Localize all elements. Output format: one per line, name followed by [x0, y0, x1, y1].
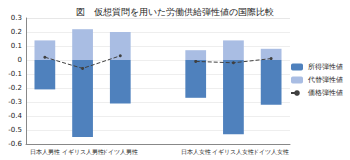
- svg-text:0.3: 0.3: [11, 14, 22, 22]
- svg-text:日本人男性: 日本人男性: [30, 148, 60, 155]
- svg-text:ドイツ人男性: ドイツ人男性: [102, 148, 138, 155]
- svg-text:イギリス人女性: イギリス人女性: [212, 148, 254, 155]
- svg-text:-0.6: -0.6: [8, 140, 22, 148]
- svg-text:所得弾性値: 所得弾性値: [308, 63, 343, 71]
- svg-text:0.2: 0.2: [11, 28, 22, 36]
- svg-text:-0.3: -0.3: [8, 98, 22, 106]
- svg-text:-0.4: -0.4: [8, 112, 22, 120]
- svg-text:価格弾性値: 価格弾性値: [308, 89, 343, 97]
- svg-text:-0.1: -0.1: [8, 70, 22, 78]
- svg-text:ドイツ人女性: ドイツ人女性: [253, 148, 289, 155]
- svg-text:0.1: 0.1: [11, 42, 22, 50]
- svg-text:-0.5: -0.5: [8, 126, 22, 134]
- svg-text:イギリス人男性: イギリス人男性: [62, 148, 104, 155]
- svg-text:-0.2: -0.2: [8, 84, 22, 92]
- svg-text:図 仮想質問を用いた労働供給弾性値の国際比較: 図 仮想質問を用いた労働供給弾性値の国際比較: [76, 7, 274, 17]
- svg-text:日本人女性: 日本人女性: [181, 148, 211, 155]
- svg-text:代替弾性値: 代替弾性値: [307, 76, 343, 84]
- svg-text:0: 0: [18, 56, 22, 64]
